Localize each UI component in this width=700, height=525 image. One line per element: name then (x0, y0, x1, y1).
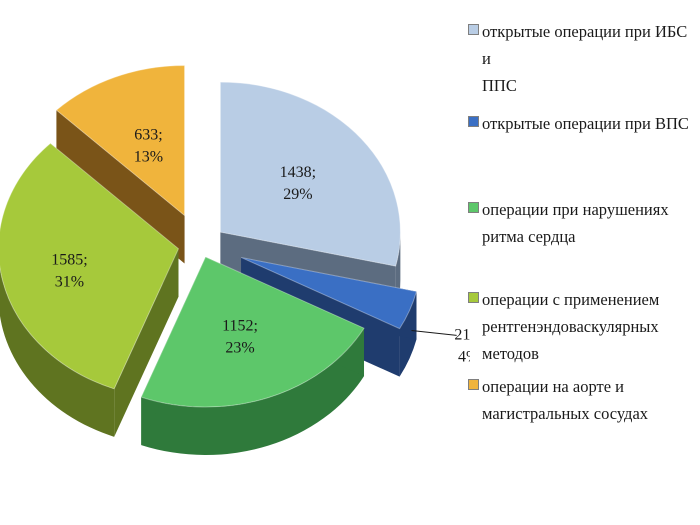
legend-label-line: рентгенэндоваскулярных (482, 317, 659, 336)
pie-slice-wall (141, 328, 365, 455)
pie-slice (55, 64, 186, 217)
pie-slice (140, 256, 365, 408)
legend-label-rhythm: операции при нарушениях ритма сердца (482, 196, 700, 250)
legend-swatch-endovascular (468, 292, 479, 303)
pie-slice-cut-face (114, 248, 179, 437)
data-label-value: 212; (454, 326, 470, 343)
legend-label-line: операции на аорте и (482, 377, 624, 396)
data-label-percent: 13% (134, 149, 163, 166)
legend-label-line: ППС (482, 76, 517, 95)
data-label-value: 1438; (280, 164, 316, 181)
legend-label-aorta: операции на аорте и магистральных сосуда… (482, 373, 700, 427)
legend-label-vps: открытые операции при ВПС (482, 110, 700, 137)
legend-swatch-vps (468, 116, 479, 127)
pie-slice (240, 256, 418, 330)
data-label-percent: 4% (458, 348, 470, 365)
legend-label-line: операции с применением (482, 290, 660, 309)
legend-label-endovascular: операции с применением рентгенэндоваскул… (482, 286, 700, 367)
data-label-percent: 23% (225, 339, 254, 356)
legend-swatch-ibs (468, 24, 479, 35)
pie-slice (219, 81, 401, 267)
legend-swatch-aorta (468, 379, 479, 390)
data-label-leader-line (411, 330, 457, 336)
pie-tops (0, 64, 418, 408)
data-label-percent: 29% (283, 186, 312, 203)
legend-label-line: магистральных сосудах (482, 404, 649, 423)
legend-label-line: операции при нарушениях (482, 200, 669, 219)
legend-label-line: открытые операции при ИБС и (482, 22, 688, 68)
pie-slice-cut-face (56, 110, 185, 264)
legend-label-ibs: открытые операции при ИБС и ППС (482, 18, 700, 99)
pie-slice (0, 142, 180, 390)
legend-label-line: методов (482, 344, 539, 363)
legend-label-line: ритма сердца (482, 227, 576, 246)
data-label-percent: 31% (55, 273, 84, 290)
legend-label-line: открытые операции при ВПС (482, 114, 689, 133)
pie-chart-plot: 1438; 29% 212; 4% 1152; 23% 1585; 31% 633; 13% (0, 64, 470, 455)
pie-slice-wall (0, 267, 115, 437)
data-label-value: 1152; (222, 317, 258, 334)
legend-swatch-rhythm (468, 202, 479, 213)
data-label-value: 633; (134, 127, 162, 144)
pie-labels: 1438; 29% 212; 4% 1152; 23% 1585; 31% 633; 13% (51, 127, 470, 366)
data-label-value: 1585; (51, 251, 87, 268)
